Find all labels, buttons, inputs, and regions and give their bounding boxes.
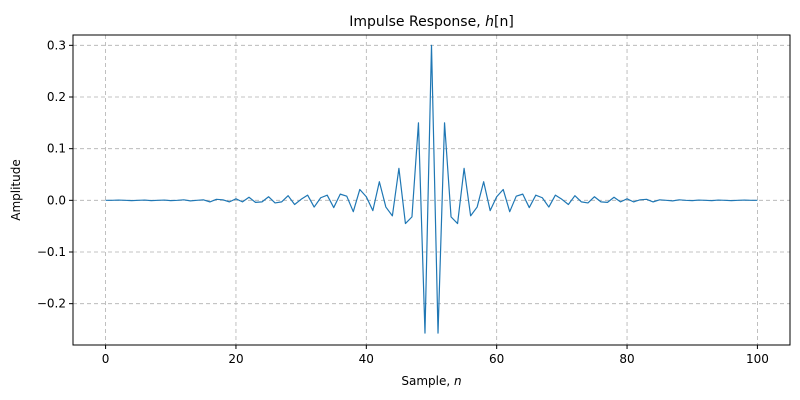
- y-tick-label: −0.1: [37, 245, 66, 259]
- x-tick-label: 40: [359, 352, 374, 366]
- y-tick-label: 0.3: [47, 38, 66, 52]
- x-axis-title-text: Sample,: [401, 374, 454, 388]
- y-axis-title: Amplitude: [9, 159, 23, 221]
- y-tick-label: 0.2: [47, 90, 66, 104]
- x-tick-label: 80: [619, 352, 634, 366]
- x-axis-title: Sample, n: [401, 374, 461, 388]
- y-tick-label: 0.1: [47, 142, 66, 156]
- chart-title-main: Impulse Response,: [349, 14, 485, 30]
- x-tick-label: 0: [102, 352, 110, 366]
- x-tick-label: 100: [746, 352, 769, 366]
- y-tick-label: 0.0: [47, 193, 66, 207]
- plot-area-frame: [72, 34, 791, 346]
- y-tick-label: −0.2: [37, 297, 66, 311]
- x-tick-label: 20: [228, 352, 243, 366]
- y-axis-ticks: −0.2 −0.1 0.0 0.1 0.2 0.3: [37, 38, 73, 311]
- chart-title-bracket: [n]: [494, 14, 514, 30]
- series-layer: [105, 44, 758, 334]
- chart-title-var: h: [485, 14, 494, 30]
- x-axis-ticks: 0 20 40 60 80 100: [102, 345, 769, 366]
- x-axis-title-var: n: [454, 374, 462, 388]
- chart-title: Impulse Response, h[n]: [349, 14, 514, 30]
- series-line: [105, 44, 758, 334]
- x-tick-label: 60: [489, 352, 504, 366]
